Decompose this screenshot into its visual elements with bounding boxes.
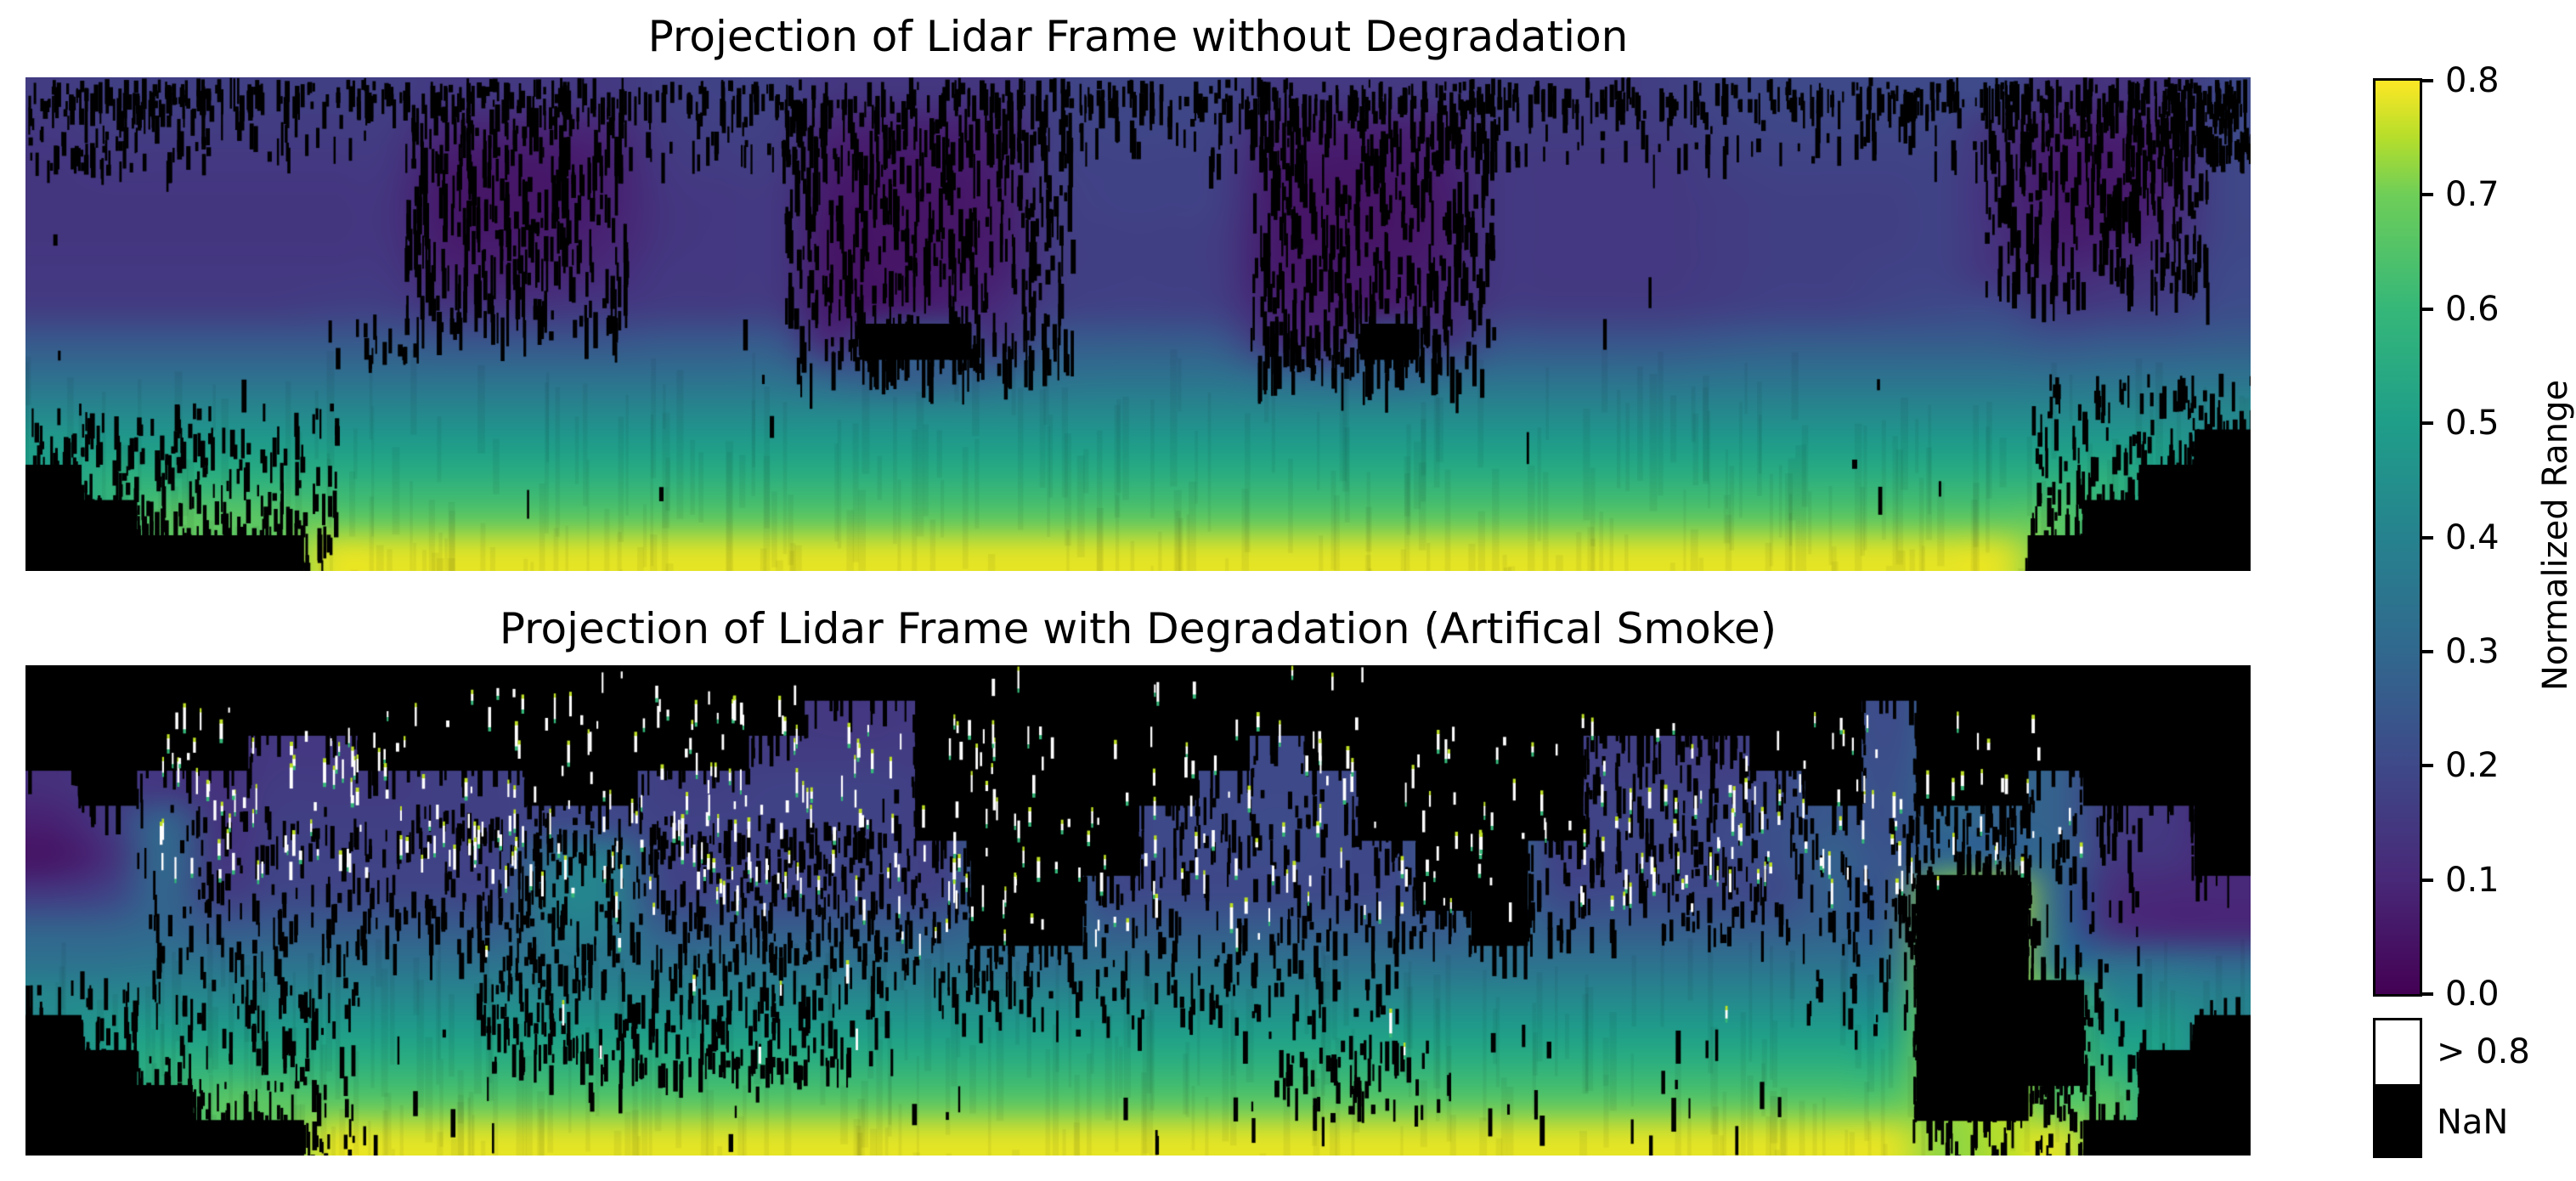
lidar-heatmap-degraded xyxy=(25,665,2251,1156)
colorbar-tick-label: 0.5 xyxy=(2445,404,2500,444)
colorbar-tick xyxy=(2422,193,2433,197)
colorbar-tick xyxy=(2422,878,2433,882)
colorbar-tick-label: 0.1 xyxy=(2445,860,2500,900)
colorbar-tick xyxy=(2422,649,2433,653)
colorbar-gradient xyxy=(2373,78,2422,997)
lidar-heatmap-clean xyxy=(25,77,2251,571)
colorbar-tick xyxy=(2422,79,2433,82)
colorbar-tick-label: 0.2 xyxy=(2445,746,2500,786)
colorbar-tick-label: 0.0 xyxy=(2445,975,2500,1014)
legend-label-over-range: > 0.8 xyxy=(2437,1032,2530,1071)
colorbar-tick xyxy=(2422,992,2433,996)
colorbar-tick xyxy=(2422,421,2433,426)
colorbar-tick xyxy=(2422,535,2433,540)
colorbar-tick-label: 0.4 xyxy=(2445,517,2500,557)
colorbar-axis-label: Normalized Range xyxy=(2536,379,2575,692)
colorbar-tick-label: 0.7 xyxy=(2445,175,2500,215)
colorbar-tick xyxy=(2422,307,2433,311)
legend-swatch-over-range xyxy=(2373,1018,2422,1087)
colorbar-tick-label: 0.8 xyxy=(2445,61,2500,100)
colorbar-tick-label: 0.6 xyxy=(2445,289,2500,329)
panel-title-with-degradation: Projection of Lidar Frame with Degradati… xyxy=(499,604,1777,653)
colorbar-tick xyxy=(2422,764,2433,768)
colorbar-tick-label: 0.3 xyxy=(2445,631,2500,671)
legend-label-nan: NaN xyxy=(2437,1103,2509,1142)
legend-swatch-nan xyxy=(2373,1087,2422,1158)
panel-title-without-degradation: Projection of Lidar Frame without Degrad… xyxy=(647,12,1629,61)
